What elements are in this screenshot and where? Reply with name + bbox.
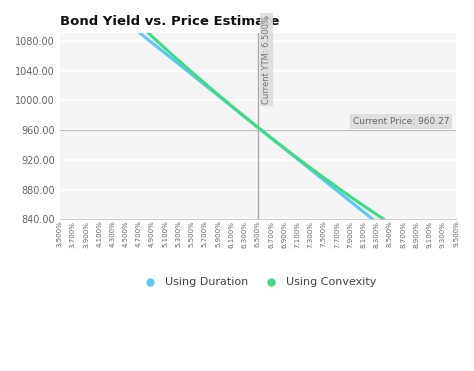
Text: Bond Yield vs. Price Estimate: Bond Yield vs. Price Estimate	[60, 15, 279, 28]
Legend: Using Duration, Using Convexity: Using Duration, Using Convexity	[134, 273, 381, 292]
Text: Current YTM: 6.500%: Current YTM: 6.500%	[262, 15, 271, 104]
Text: Current Price: 960.27: Current Price: 960.27	[353, 117, 449, 126]
